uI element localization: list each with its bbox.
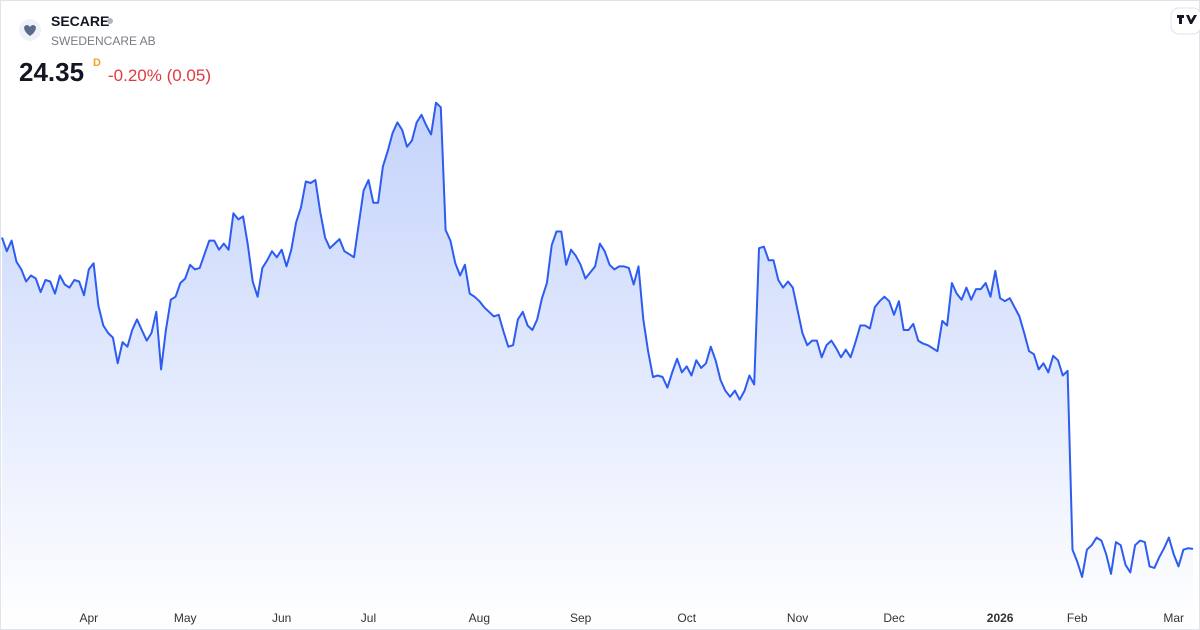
price-change: -0.20% (0.05) — [108, 66, 211, 85]
company-name: SWEDENCARE AB — [51, 34, 156, 48]
price: 24.35 — [19, 57, 84, 87]
brand-badge — [1170, 7, 1200, 35]
brand-logo — [1177, 15, 1197, 24]
x-tick-label: 2026 — [987, 611, 1014, 625]
x-tick-label: Nov — [787, 611, 808, 625]
x-tick-label: May — [174, 611, 197, 625]
symbol: SECARE — [51, 13, 109, 29]
x-tick-label: Sep — [570, 611, 592, 625]
x-tick-label: Feb — [1067, 611, 1088, 625]
price-line — [1, 101, 1194, 578]
x-tick-label: Apr — [79, 611, 98, 625]
price-flag: D — [93, 57, 101, 69]
logo-mark — [24, 25, 36, 36]
x-tick-label: Jun — [272, 611, 291, 625]
x-tick-label: Aug — [469, 611, 490, 625]
status-dot — [107, 18, 113, 24]
x-tick-label: Jul — [361, 611, 376, 625]
plot: Apr May Jun Jul Aug Sep Oct Nov Dec 2026 Feb Mar — [1, 101, 1194, 629]
x-tick-label: Oct — [677, 611, 696, 625]
area-fill — [2, 102, 1193, 629]
x-tick-label: Mar — [1163, 611, 1184, 625]
x-tick-label: Dec — [883, 611, 904, 625]
